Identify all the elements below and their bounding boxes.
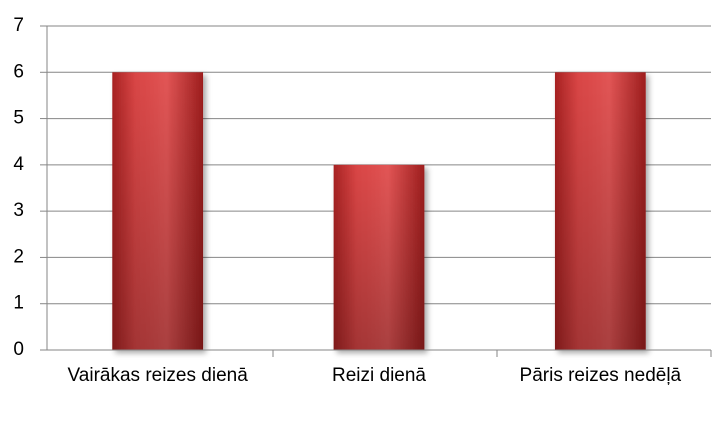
- y-tick-label: 3: [13, 200, 24, 221]
- x-tick-label: Reizi dienā: [332, 365, 426, 386]
- y-tick-label: 7: [13, 15, 24, 36]
- x-tick-label: Vairākas reizes dienā: [67, 365, 248, 386]
- bars: [112, 72, 646, 351]
- x-tick-label: Pāris reizes nedēļā: [519, 365, 682, 386]
- y-tick-label: 1: [13, 293, 24, 314]
- bar-shade: [112, 72, 204, 351]
- bar-shade: [333, 164, 425, 350]
- y-tick-label: 6: [13, 61, 24, 82]
- y-tick-label: 4: [13, 154, 24, 175]
- bar-shade: [554, 72, 646, 351]
- y-tick-label: 0: [13, 339, 24, 360]
- y-tick-label: 2: [13, 246, 24, 267]
- axes: [40, 26, 712, 357]
- y-tick-label: 5: [13, 108, 24, 129]
